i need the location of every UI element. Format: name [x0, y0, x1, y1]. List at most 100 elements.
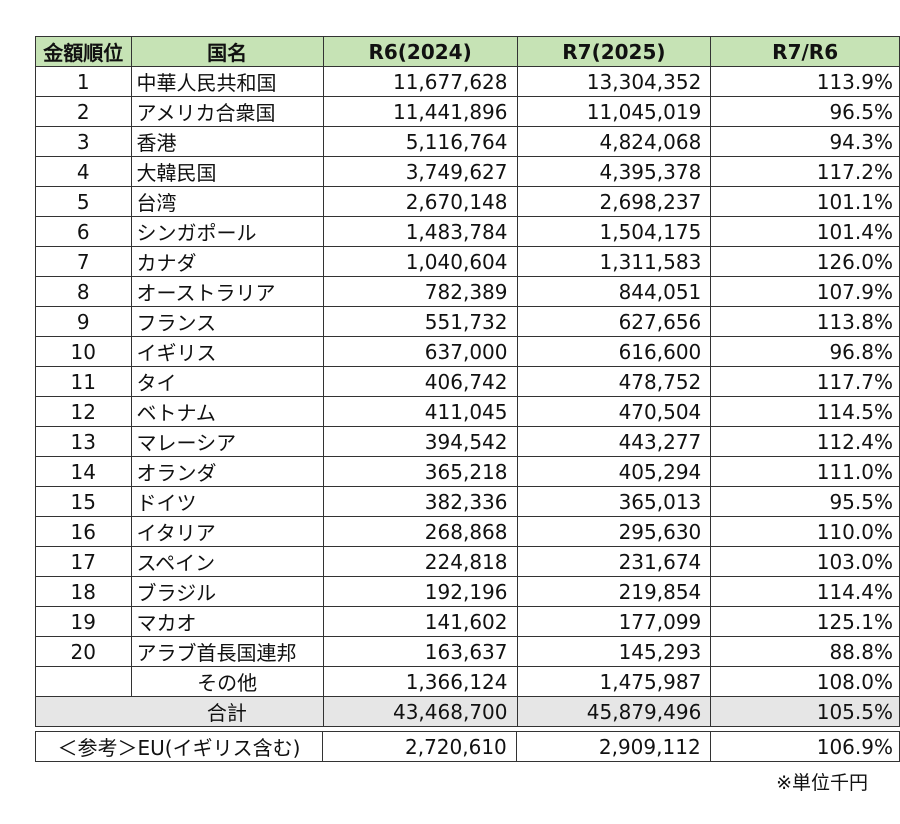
unit-note: ※単位千円: [776, 772, 868, 794]
other-row: その他 1,366,124 1,475,987 108.0%: [35, 666, 900, 697]
rank-cell: 10: [35, 336, 132, 367]
r7-cell: 478,752: [516, 366, 712, 397]
table-row: 19 マカオ 141,602 177,099 125.1%: [35, 606, 900, 637]
table-header-row: 金額順位 国名 R6(2024) R7(2025) R7/R6: [35, 36, 900, 67]
r7-cell: 177,099: [516, 606, 712, 637]
header-rank: 金額順位: [35, 36, 132, 67]
rank-cell: 2: [35, 96, 132, 127]
r6-cell: 382,336: [322, 486, 518, 517]
ratio-cell: 96.8%: [710, 336, 900, 367]
rank-cell: 8: [35, 276, 132, 307]
rank-cell: 18: [35, 576, 132, 607]
r6-cell: 268,868: [322, 516, 518, 547]
country-cell: アラブ首長国連邦: [130, 636, 324, 667]
r6-cell: 551,732: [322, 306, 518, 337]
r6-cell: 2,670,148: [322, 186, 518, 217]
table-row: 13 マレーシア 394,542 443,277 112.4%: [35, 426, 900, 457]
rank-cell: 15: [35, 486, 132, 517]
other-r6: 1,366,124: [322, 666, 518, 697]
table-body: 1 中華人民共和国 11,677,628 13,304,352 113.9% 2 アメリカ合…: [35, 66, 900, 667]
total-r6: 43,468,700: [322, 696, 518, 727]
rank-cell: 4: [35, 156, 132, 187]
r6-cell: 637,000: [322, 336, 518, 367]
r7-cell: 4,824,068: [516, 126, 712, 157]
reference-r6: 2,720,610: [321, 731, 517, 762]
country-cell: ブラジル: [130, 576, 324, 607]
country-cell: オランダ: [130, 456, 324, 487]
country-cell: タイ: [130, 366, 324, 397]
r7-cell: 470,504: [516, 396, 712, 427]
country-cell: オーストラリア: [130, 276, 324, 307]
ratio-cell: 117.7%: [710, 366, 900, 397]
r6-cell: 406,742: [322, 366, 518, 397]
country-cell: ドイツ: [130, 486, 324, 517]
r7-cell: 2,698,237: [516, 186, 712, 217]
country-cell: 大韓民国: [130, 156, 324, 187]
ratio-cell: 94.3%: [710, 126, 900, 157]
table-row: 14 オランダ 365,218 405,294 111.0%: [35, 456, 900, 487]
total-row: 合計 43,468,700 45,879,496 105.5%: [35, 696, 900, 727]
table-row: 17 スペイン 224,818 231,674 103.0%: [35, 546, 900, 577]
rank-cell: 14: [35, 456, 132, 487]
r6-cell: 5,116,764: [322, 126, 518, 157]
rank-cell: 17: [35, 546, 132, 577]
table-row: 15 ドイツ 382,336 365,013 95.5%: [35, 486, 900, 517]
ratio-cell: 107.9%: [710, 276, 900, 307]
r7-cell: 1,311,583: [516, 246, 712, 277]
r7-cell: 627,656: [516, 306, 712, 337]
ratio-cell: 96.5%: [710, 96, 900, 127]
reference-ratio: 106.9%: [709, 731, 900, 762]
ratio-cell: 113.9%: [710, 66, 900, 97]
table-row: 2 アメリカ合衆国 11,441,896 11,045,019 96.5%: [35, 96, 900, 127]
country-cell: アメリカ合衆国: [130, 96, 324, 127]
r6-cell: 141,602: [322, 606, 518, 637]
table-row: 5 台湾 2,670,148 2,698,237 101.1%: [35, 186, 900, 217]
ratio-cell: 113.8%: [710, 306, 900, 337]
rank-cell: 1: [35, 66, 132, 97]
country-cell: 台湾: [130, 186, 324, 217]
table-row: 8 オーストラリア 782,389 844,051 107.9%: [35, 276, 900, 307]
ratio-cell: 117.2%: [710, 156, 900, 187]
r7-cell: 365,013: [516, 486, 712, 517]
r7-cell: 844,051: [516, 276, 712, 307]
reference-r7: 2,909,112: [515, 731, 711, 762]
ratio-cell: 101.1%: [710, 186, 900, 217]
total-label: 合計: [131, 696, 324, 727]
r7-cell: 1,504,175: [516, 216, 712, 247]
ratio-cell: 112.4%: [710, 426, 900, 457]
country-cell: ベトナム: [130, 396, 324, 427]
r6-cell: 11,441,896: [322, 96, 518, 127]
r6-cell: 224,818: [322, 546, 518, 577]
ratio-cell: 101.4%: [710, 216, 900, 247]
r6-cell: 1,040,604: [322, 246, 518, 277]
country-cell: マカオ: [130, 606, 324, 637]
country-cell: カナダ: [130, 246, 324, 277]
total-ratio: 105.5%: [710, 696, 900, 727]
rank-cell: 11: [35, 366, 132, 397]
table-row: 16 イタリア 268,868 295,630 110.0%: [35, 516, 900, 547]
r7-cell: 231,674: [516, 546, 712, 577]
rank-cell: 9: [35, 306, 132, 337]
other-ratio: 108.0%: [710, 666, 900, 697]
total-rank-cell: [35, 696, 132, 727]
ratio-cell: 103.0%: [710, 546, 900, 577]
r7-cell: 13,304,352: [516, 66, 712, 97]
r6-cell: 11,677,628: [322, 66, 518, 97]
ratio-cell: 88.8%: [710, 636, 900, 667]
rank-cell: 12: [35, 396, 132, 427]
rank-cell: 16: [35, 516, 132, 547]
ratio-cell: 114.5%: [710, 396, 900, 427]
table-row: 18 ブラジル 192,196 219,854 114.4%: [35, 576, 900, 607]
r7-cell: 11,045,019: [516, 96, 712, 127]
r6-cell: 411,045: [322, 396, 518, 427]
r7-cell: 219,854: [516, 576, 712, 607]
table-row: 4 大韓民国 3,749,627 4,395,378 117.2%: [35, 156, 900, 187]
table-row: 6 シンガポール 1,483,784 1,504,175 101.4%: [35, 216, 900, 247]
rank-cell: 20: [35, 636, 132, 667]
r7-cell: 616,600: [516, 336, 712, 367]
table-row: 7 カナダ 1,040,604 1,311,583 126.0%: [35, 246, 900, 277]
r7-cell: 295,630: [516, 516, 712, 547]
rank-cell: 6: [35, 216, 132, 247]
country-cell: 香港: [130, 126, 324, 157]
country-cell: シンガポール: [130, 216, 324, 247]
